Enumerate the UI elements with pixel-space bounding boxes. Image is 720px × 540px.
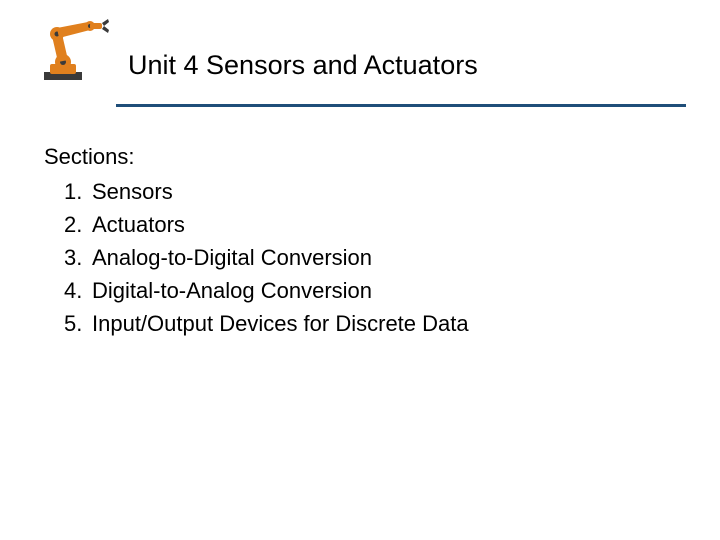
list-item: 4.Digital-to-Analog Conversion bbox=[44, 274, 676, 307]
slide-content: Sections: 1.Sensors 2.Actuators 3.Analog… bbox=[44, 140, 676, 340]
item-label: Sensors bbox=[92, 179, 173, 204]
list-item: 1.Sensors bbox=[44, 175, 676, 208]
slide: Unit 4 Sensors and Actuators Sections: 1… bbox=[0, 0, 720, 540]
robot-arm-icon bbox=[34, 14, 114, 84]
item-number: 3. bbox=[64, 241, 92, 274]
title-underline bbox=[116, 104, 686, 107]
list-item: 3.Analog-to-Digital Conversion bbox=[44, 241, 676, 274]
item-number: 1. bbox=[64, 175, 92, 208]
item-label: Analog-to-Digital Conversion bbox=[92, 245, 372, 270]
item-label: Digital-to-Analog Conversion bbox=[92, 278, 372, 303]
item-number: 2. bbox=[64, 208, 92, 241]
sections-list: 1.Sensors 2.Actuators 3.Analog-to-Digita… bbox=[44, 175, 676, 340]
slide-header: Unit 4 Sensors and Actuators bbox=[34, 14, 686, 100]
item-label: Input/Output Devices for Discrete Data bbox=[92, 311, 469, 336]
list-item: 2.Actuators bbox=[44, 208, 676, 241]
slide-title: Unit 4 Sensors and Actuators bbox=[128, 50, 478, 81]
sections-heading: Sections: bbox=[44, 140, 676, 173]
item-number: 4. bbox=[64, 274, 92, 307]
item-number: 5. bbox=[64, 307, 92, 340]
item-label: Actuators bbox=[92, 212, 185, 237]
list-item: 5.Input/Output Devices for Discrete Data bbox=[44, 307, 676, 340]
